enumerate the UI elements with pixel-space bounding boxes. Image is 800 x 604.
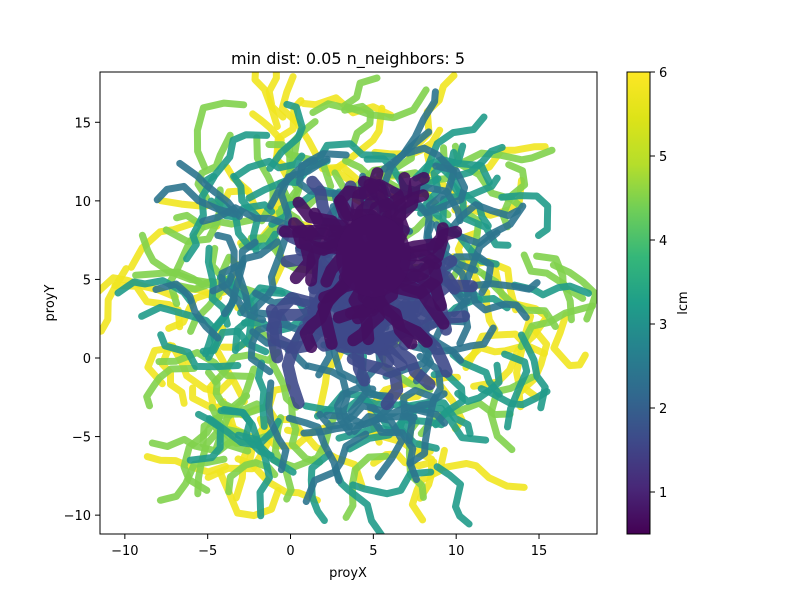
point-trail [399,352,444,420]
point-trail [498,192,552,239]
chart-title: min dist: 0.05 n_neighbors: 5 [231,49,465,69]
y-axis-label: proyY [43,284,58,321]
point-trail [193,99,248,171]
point-trail [153,182,239,218]
point-cloud [100,72,597,534]
point-trail [449,201,521,231]
point-trail [342,452,391,521]
point-trail [143,364,198,410]
point-trail [341,102,375,148]
point-trail [285,414,343,485]
point-trail [366,403,449,427]
x-tick-label: 0 [286,544,294,559]
point-trail [440,460,528,491]
y-tick-label: 10 [74,195,91,210]
point-trail [315,338,349,419]
point-trail [333,384,377,436]
point-trail [152,280,222,342]
point-trail [218,260,267,324]
point-trail [157,331,242,371]
point-trail [278,73,320,159]
colorbar-tick-label: 3 [659,318,667,333]
point-trail [100,265,130,335]
y-tick-label: 0 [83,352,91,367]
point-trail [209,231,238,295]
point-trail [454,361,503,405]
point-trail [255,359,268,430]
point-trail [194,131,234,201]
point-trail [423,162,469,217]
colorbar-tick-label: 6 [659,66,667,81]
point-trail [433,463,473,528]
point-trail [550,311,589,370]
point-trail [316,140,397,162]
x-tick-label: 10 [448,544,465,559]
point-trail [176,159,243,220]
point-trail [501,350,531,431]
point-trail [487,373,536,454]
colorbar-tick-label: 1 [659,486,667,501]
point-blob [336,214,411,298]
y-tick-label: 15 [74,116,91,131]
point-trail [296,156,345,198]
point-trail [221,238,259,318]
point-trail [517,302,596,351]
point-trail [266,100,306,172]
x-tick-label: 5 [369,544,377,559]
x-axis-label: proyX [329,566,367,581]
point-trail [468,285,530,321]
colorbar-tick-label: 4 [659,234,667,249]
point-region [152,88,541,505]
point-trail [403,144,458,210]
point-trail [549,261,597,323]
point-trail [265,72,287,121]
plot-frame [99,71,598,535]
x-tick-label: −10 [111,544,138,559]
point-region [278,167,463,353]
point-trail [350,413,406,481]
y-tick-label: −10 [64,509,91,524]
point-trail [346,352,404,411]
colorbar-label: lcm [676,291,691,314]
point-trail [473,143,549,175]
point-trail [309,74,381,116]
point-trail [173,211,258,231]
point-trail [138,303,218,333]
colorbar-ticks: 1 2 3 4 5 6 [650,66,667,501]
y-tick-label: 5 [83,273,91,288]
point-trail [169,342,236,396]
point-trail [460,146,556,166]
point-trail [232,418,272,502]
point-trail [138,231,216,287]
point-trail [199,204,290,228]
point-trail [533,252,587,302]
point-trail [231,152,306,181]
point-trail [180,415,219,494]
x-tick-label: −5 [198,544,217,559]
point-trail [249,232,290,314]
point-trail [278,224,349,250]
point-trail [217,407,297,476]
colorbar-tick-label: 5 [659,150,667,165]
colorbar [626,71,651,535]
point-trail [183,173,218,263]
x-tick-label: 15 [531,544,548,559]
x-axis-ticks: −10 −5 0 5 10 15 [111,534,547,559]
point-trail [520,251,575,324]
colorbar-tick-label: 2 [659,402,667,417]
point-trail [211,348,282,386]
y-axis-ticks: −10 −5 0 5 10 15 [64,116,100,524]
point-trail [265,379,290,474]
point-trail [370,417,420,483]
point-trail [305,362,353,430]
point-trail [302,395,403,415]
y-tick-label: −5 [72,431,91,446]
